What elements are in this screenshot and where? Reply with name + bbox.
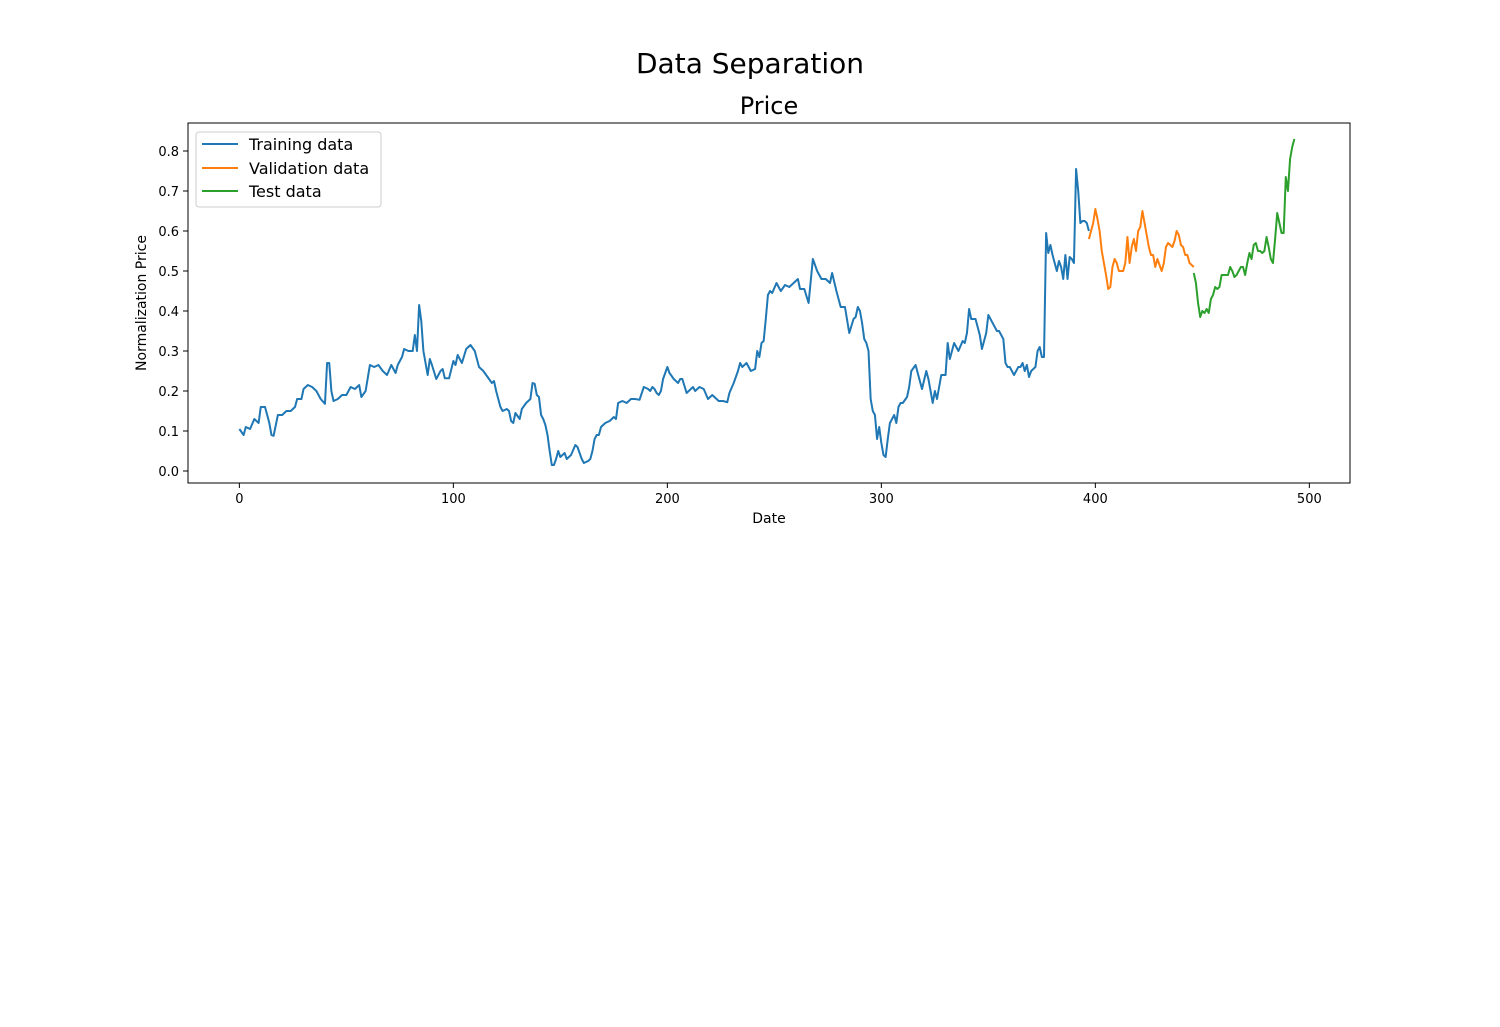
x-tick-label: 300 (869, 492, 894, 507)
legend-label-training: Training data (248, 135, 353, 154)
figure-suptitle: Data Separation (636, 47, 864, 80)
series-line-test-data (1192, 138, 1296, 318)
x-axis-label: Date (752, 511, 785, 527)
y-tick-label: 0.4 (158, 305, 179, 320)
x-tick-label: 100 (441, 492, 466, 507)
series-layer (238, 138, 1296, 466)
x-axis-ticks: 0 100 200 300 400 500 (235, 483, 1322, 507)
y-tick-label: 0.7 (158, 185, 179, 200)
series-line-validation-data (1087, 208, 1195, 290)
x-tick-label: 400 (1083, 492, 1108, 507)
y-axis-label: Normalization Price (134, 235, 150, 371)
y-tick-label: 0.1 (158, 425, 179, 440)
chart-title: Price (740, 92, 799, 120)
y-tick-label: 0.8 (158, 145, 179, 160)
plot-frame (187, 122, 1351, 484)
legend-box (195, 131, 382, 208)
x-tick-label: 500 (1297, 492, 1322, 507)
legend-label-validation: Validation data (249, 159, 369, 178)
legend-label-test: Test data (248, 182, 322, 201)
x-tick-label: 0 (235, 492, 243, 507)
y-tick-label: 0.0 (158, 465, 179, 480)
series-line-training-data (238, 168, 1090, 466)
y-tick-label: 0.2 (158, 385, 179, 400)
y-tick-label: 0.6 (158, 225, 179, 240)
x-tick-label: 200 (655, 492, 680, 507)
y-axis-ticks: 0.0 0.1 0.2 0.3 0.4 0.5 0.6 0.7 0.8 (158, 145, 188, 480)
legend: Training data Validation data Test data (195, 131, 382, 208)
y-tick-label: 0.3 (158, 345, 179, 360)
y-tick-label: 0.5 (158, 265, 179, 280)
